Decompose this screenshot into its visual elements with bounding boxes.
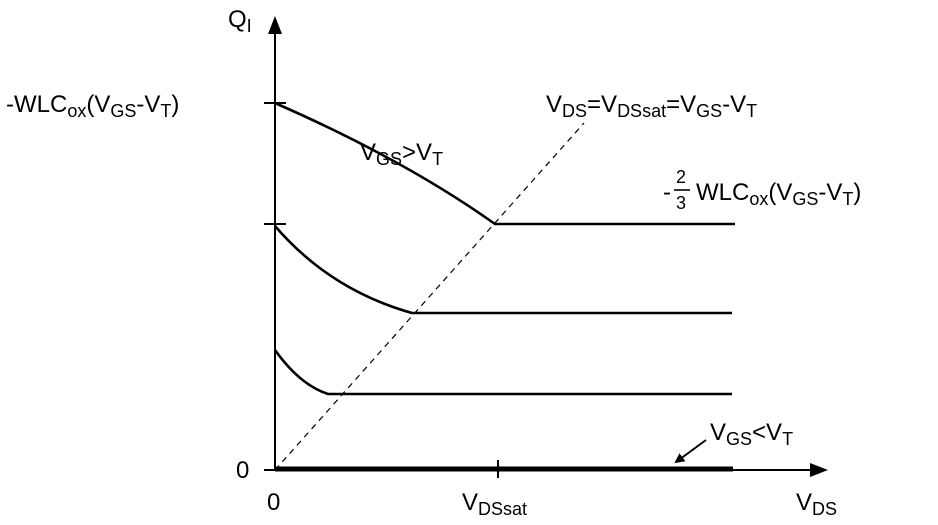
y-tick-label-max-charge: -WLCox(VGS-VT) xyxy=(6,91,179,121)
upper-curve-label: VGS>VT xyxy=(360,139,443,169)
curve-mid-vgs xyxy=(274,225,732,315)
saturation-line-label: VDS=VDSsat=VGS-VT xyxy=(546,91,757,121)
sat-value-numerator: 2 xyxy=(676,167,686,187)
lower-line-label: VGS<VT xyxy=(710,419,793,449)
y-axis-arrowhead xyxy=(268,16,282,34)
x-tick-label-vdssat: VDSsat xyxy=(462,489,527,519)
curve-low-vgs xyxy=(273,349,732,396)
x-axis-arrowhead xyxy=(810,463,828,477)
origin-x-label: 0 xyxy=(267,489,280,516)
curve-high-vgs xyxy=(274,101,735,226)
saturation-charge-label: - 2 3 WLCox(VGS-VT) xyxy=(663,167,861,213)
saturation-boundary-line xyxy=(274,122,585,471)
below-threshold-pointer xyxy=(674,439,707,464)
y-axis-label: QI xyxy=(228,6,252,36)
x-axis-label: VDS xyxy=(796,489,837,519)
sat-value-sign: - xyxy=(663,179,671,206)
sat-value-denominator: 3 xyxy=(676,193,686,213)
origin-y-label: 0 xyxy=(236,457,249,484)
sat-value-expression: WLCox(VGS-VT) xyxy=(696,179,861,209)
